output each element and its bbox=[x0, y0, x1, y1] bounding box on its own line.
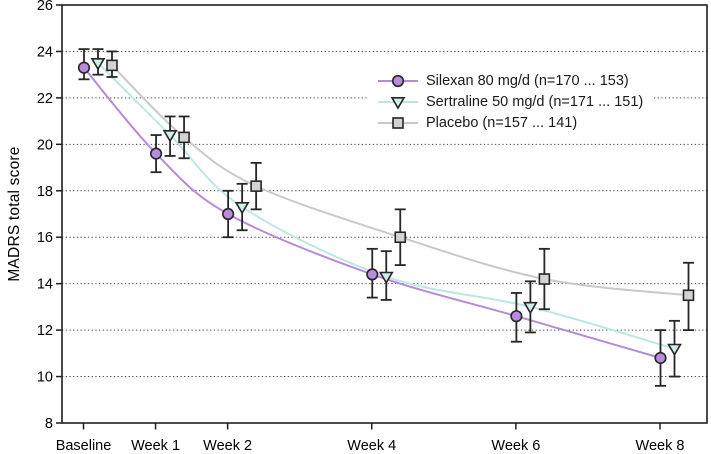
markers-sertraline bbox=[90, 58, 682, 357]
legend-label-placebo: Placebo (n=157 ... 141) bbox=[426, 114, 578, 131]
legend-label-silexan: Silexan 80 mg/d (n=170 ... 153) bbox=[426, 72, 629, 89]
svg-text:Baseline: Baseline bbox=[56, 438, 112, 454]
svg-text:Week 6: Week 6 bbox=[491, 438, 540, 454]
markers-placebo bbox=[106, 59, 695, 302]
svg-text:24: 24 bbox=[37, 44, 53, 60]
svg-text:Week 8: Week 8 bbox=[636, 438, 685, 454]
svg-text:Week 2: Week 2 bbox=[203, 438, 252, 454]
sertraline-line-triangle-icon bbox=[378, 96, 418, 110]
y-axis-tick-labels: 8 10 12 14 16 18 20 22 24 26 bbox=[37, 0, 53, 432]
legend-item-sertraline: Sertraline 50 mg/d (n=171 ... 151) bbox=[378, 91, 643, 112]
x-axis-tick-labels: Baseline Week 1 Week 2 Week 4 Week 6 Week 8 bbox=[56, 438, 685, 454]
legend-item-placebo: Placebo (n=157 ... 141) bbox=[378, 112, 643, 133]
legend-item-silexan: Silexan 80 mg/d (n=170 ... 153) bbox=[378, 70, 643, 91]
svg-text:16: 16 bbox=[37, 230, 53, 246]
silexan-line-circle-icon bbox=[378, 74, 418, 87]
svg-text:26: 26 bbox=[37, 0, 53, 14]
svg-text:14: 14 bbox=[37, 277, 53, 293]
svg-text:Week 4: Week 4 bbox=[347, 438, 396, 454]
markers-silexan bbox=[77, 61, 667, 365]
svg-text:8: 8 bbox=[45, 416, 53, 432]
svg-text:18: 18 bbox=[37, 184, 53, 200]
svg-text:Week 1: Week 1 bbox=[131, 438, 180, 454]
svg-text:20: 20 bbox=[37, 137, 53, 153]
y-axis-title: MADRS total score bbox=[6, 146, 23, 282]
svg-text:22: 22 bbox=[37, 91, 53, 107]
placebo-line-square-icon bbox=[378, 116, 418, 129]
x-axis-ticks bbox=[82, 423, 661, 430]
svg-text:12: 12 bbox=[37, 323, 53, 339]
svg-text:10: 10 bbox=[37, 370, 53, 386]
plot-border bbox=[61, 4, 708, 424]
y-axis-ticks bbox=[56, 4, 62, 424]
chart-legend: Silexan 80 mg/d (n=170 ... 153) Sertrali… bbox=[368, 66, 654, 137]
legend-label-sertraline: Sertraline 50 mg/d (n=171 ... 151) bbox=[426, 93, 644, 110]
